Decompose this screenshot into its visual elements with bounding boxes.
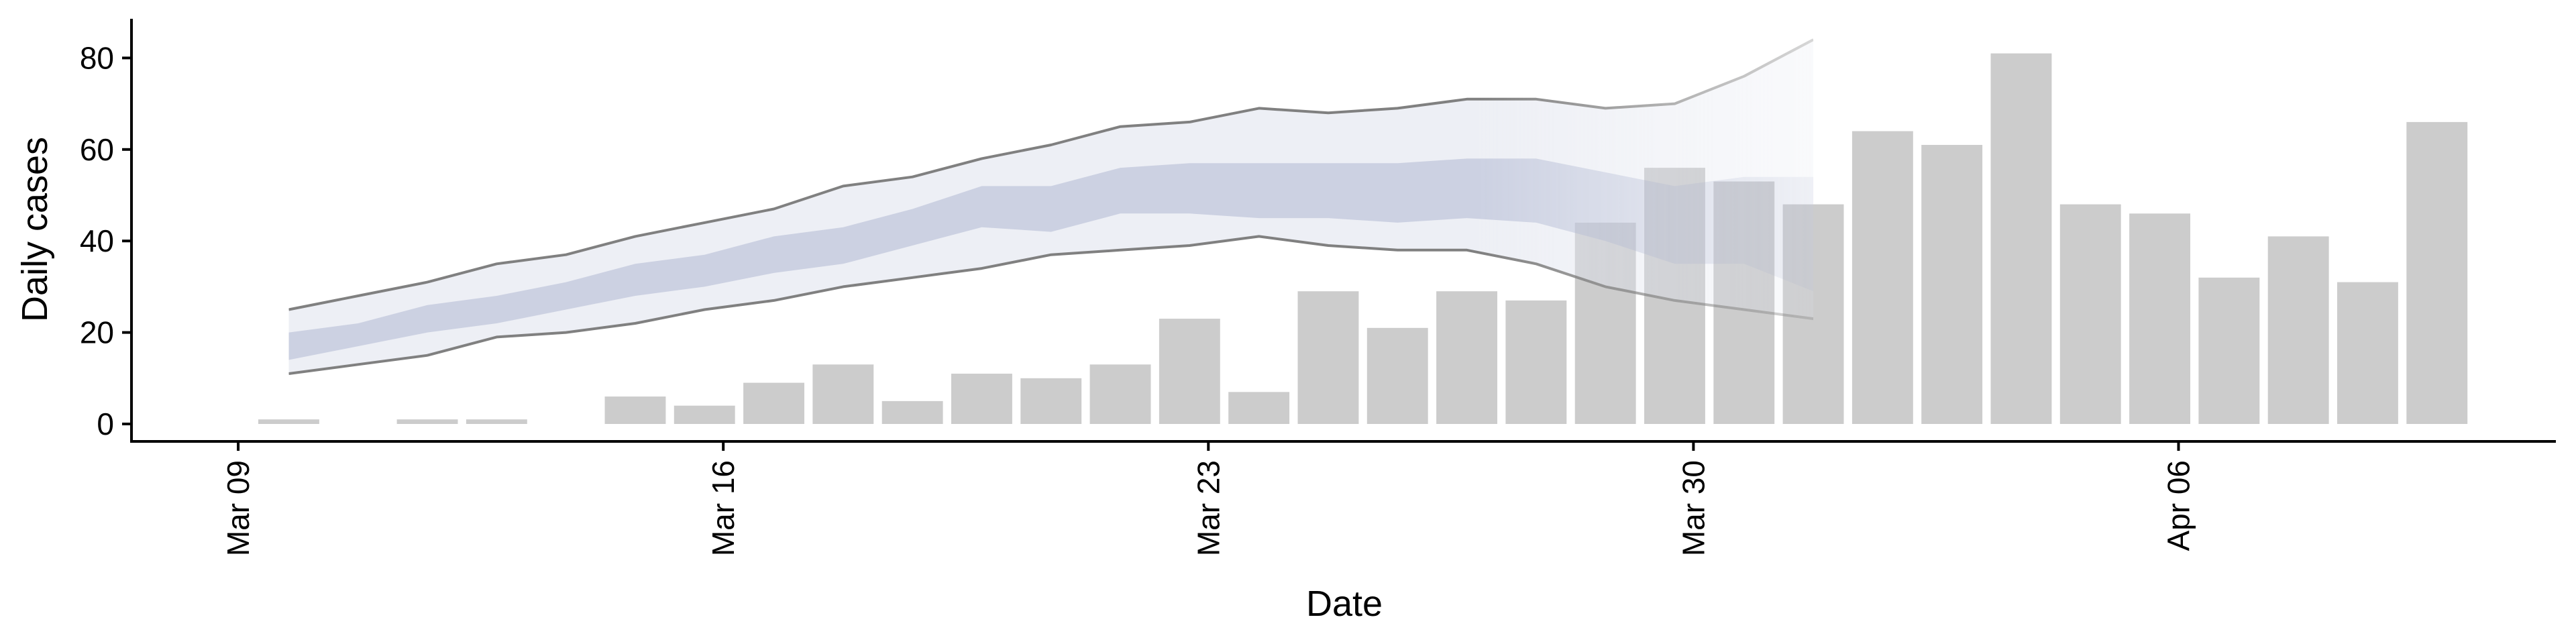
- bar: [743, 382, 804, 424]
- bar: [951, 374, 1012, 424]
- bar: [466, 419, 527, 424]
- y-tick-label: 80: [80, 40, 114, 75]
- bar: [881, 400, 943, 424]
- bar: [2406, 121, 2468, 424]
- forecast-bands: [288, 38, 1815, 375]
- y-tick-label: 0: [97, 407, 114, 441]
- bar: [1297, 291, 1359, 424]
- x-axis-title: Date: [1306, 584, 1383, 624]
- bar: [396, 419, 458, 424]
- x-tick-label: Mar 09: [221, 460, 256, 556]
- bar: [1921, 145, 1983, 424]
- x-tick-label: Apr 06: [2161, 460, 2196, 551]
- x-tick-label: Mar 23: [1191, 460, 1226, 556]
- bar: [1851, 131, 1913, 424]
- bar: [2129, 213, 2190, 424]
- bar: [812, 364, 874, 424]
- bar: [1366, 327, 1428, 424]
- bar: [2267, 236, 2329, 424]
- bar: [2059, 204, 2121, 424]
- bar: [1228, 392, 1290, 424]
- bar: [2198, 277, 2260, 424]
- outer-interval-lower-line: [288, 235, 1814, 375]
- x-tick-label: Mar 16: [706, 460, 741, 556]
- bar: [674, 405, 735, 424]
- y-axis-title: Daily cases: [15, 137, 55, 322]
- bar: [1020, 378, 1082, 424]
- bar: [1990, 53, 2052, 425]
- y-tick-label: 20: [80, 315, 114, 350]
- outer-interval-upper-line: [288, 38, 1815, 311]
- y-tick-label: 60: [80, 132, 114, 167]
- axes: 0 20 40 60 80 Mar 09 Mar 16 Mar 23 Mar 30 Apr 06: [80, 19, 2556, 556]
- bar: [1089, 364, 1151, 424]
- bar: [258, 419, 319, 424]
- bar: [604, 396, 666, 424]
- bar: [1505, 300, 1567, 424]
- bar: [2337, 282, 2398, 424]
- x-axis-ticks: Mar 09 Mar 16 Mar 23 Mar 30 Apr 06: [221, 441, 2196, 556]
- x-tick-label: Mar 30: [1676, 460, 1711, 556]
- bar: [1436, 291, 1497, 424]
- y-tick-label: 40: [80, 223, 114, 258]
- bar: [1159, 319, 1220, 424]
- inner-interval-band: [288, 158, 1814, 360]
- y-axis-ticks: 0 20 40 60 80: [80, 40, 131, 441]
